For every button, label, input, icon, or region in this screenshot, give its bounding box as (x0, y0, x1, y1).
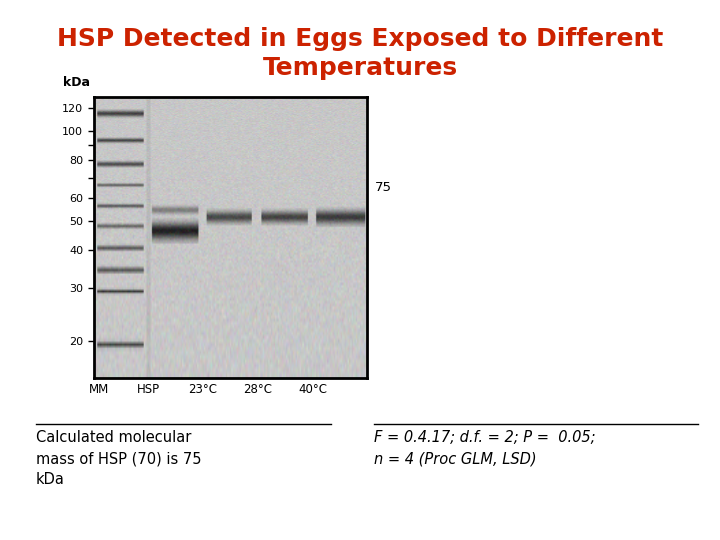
Text: 75: 75 (374, 181, 392, 194)
Text: F = 0.4.17; d.f. = 2; P =  0.05;
n = 4 (Proc GLM, LSD): F = 0.4.17; d.f. = 2; P = 0.05; n = 4 (P… (374, 430, 596, 467)
Text: Calculated molecular
mass of HSP (70) is 75
kDa: Calculated molecular mass of HSP (70) is… (36, 430, 202, 488)
Text: kDa: kDa (63, 76, 90, 89)
Text: HSP Detected in Eggs Exposed to Different
Temperatures: HSP Detected in Eggs Exposed to Differen… (57, 27, 663, 80)
